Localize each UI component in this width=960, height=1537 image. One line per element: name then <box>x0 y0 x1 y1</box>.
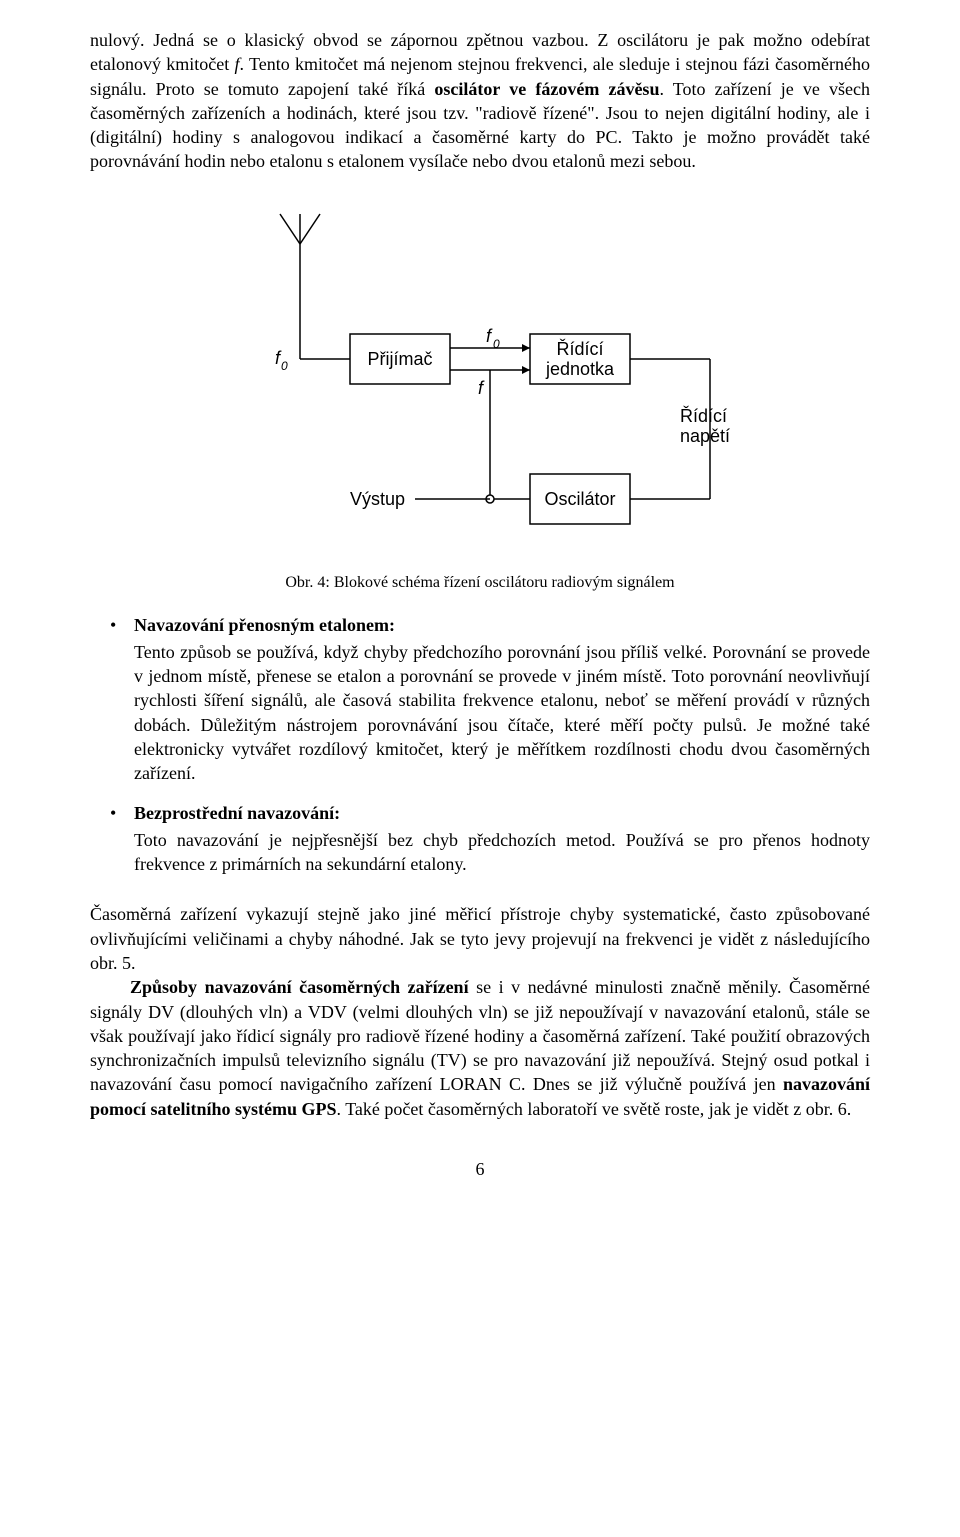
receiver-label: Přijímač <box>367 349 432 369</box>
intro-bold: oscilátor ve fázovém závěsu <box>434 79 659 99</box>
closing-p1: Časoměrná zařízení vykazují stejně jako … <box>90 902 870 975</box>
page: nulový. Jedná se o klasický obvod se záp… <box>0 0 960 1221</box>
closing-p2-tail: . Také počet časoměrných laboratoří ve s… <box>337 1099 852 1119</box>
closing-p2-bold: Způsoby navazování časoměrných zařízení <box>130 977 469 997</box>
page-number: 6 <box>90 1157 870 1181</box>
f0-top: f <box>486 326 493 346</box>
control-voltage-l1: Řídící <box>680 406 727 426</box>
output-label: Výstup <box>350 489 405 509</box>
control-voltage-l2: napětí <box>680 426 730 446</box>
f0-top-sub: 0 <box>493 337 500 351</box>
closing-p2: Způsoby navazování časoměrných zařízení … <box>90 975 870 1121</box>
control-unit-l1: Řídící <box>556 339 603 359</box>
antenna-f-sub: 0 <box>281 359 288 373</box>
bullet-title-1: Bezprostřední navazování <box>134 803 334 823</box>
bullet-title-0: Navazování přenosným etalonem <box>134 615 389 635</box>
oscillator-label: Oscilátor <box>544 489 615 509</box>
block-diagram: f 0 Přijímač f 0 f Řídící jednotka Řídíc… <box>180 204 780 564</box>
f-bot: f <box>478 378 485 398</box>
antenna-icon <box>280 214 320 314</box>
intro-paragraph: nulový. Jedná se o klasický obvod se záp… <box>90 28 870 174</box>
bullet-body-1: Toto navazování je nejpřesnější bez chyb… <box>134 828 870 877</box>
list-item: Bezprostřední navazování: Toto navazován… <box>110 801 870 876</box>
control-unit-l2: jednotka <box>545 359 615 379</box>
figure-caption: Obr. 4: Blokové schéma řízení oscilátoru… <box>90 572 870 594</box>
bullet-list: Navazování přenosným etalonem: Tento způ… <box>110 613 870 876</box>
list-item: Navazování přenosným etalonem: Tento způ… <box>110 613 870 785</box>
bullet-body-0: Tento způsob se používá, když chyby před… <box>134 640 870 786</box>
